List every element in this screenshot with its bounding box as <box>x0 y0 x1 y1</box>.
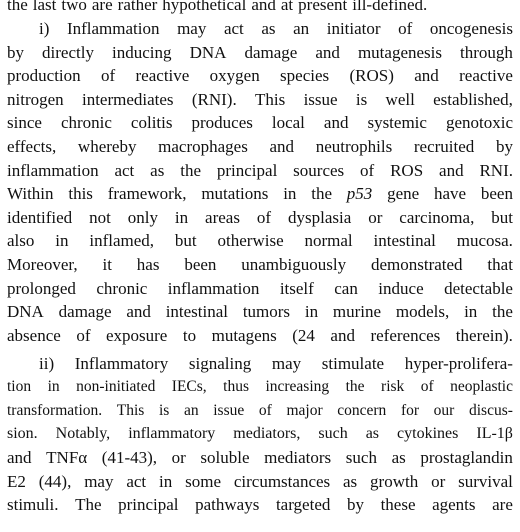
text-line: inflammation act as the principal sources of RO… <box>7 160 513 182</box>
text-line: Moreover, it has been unambiguously demonstra… <box>7 254 513 276</box>
text-line: stimuli. The principal pathways targeted by th… <box>7 494 513 516</box>
text-line: production of reactive oxygen species (ROS) an… <box>7 65 513 87</box>
text-line: sion. Notably, inflammatory mediators, such a… <box>7 423 513 445</box>
text-line: the last two are rather hypothetical and at pres… <box>7 0 513 16</box>
text-line: i) Inflammation may act as an initiator of oncog… <box>39 18 513 40</box>
text-line: effects, whereby macrophages and neutrophils… <box>7 136 513 158</box>
text-line: also in inflamed, but otherwise normal intesti… <box>7 230 513 252</box>
text-line: transformation. This is an issue of major conce… <box>7 400 513 422</box>
text-line: and TNFα (41-43), or soluble mediators such as p… <box>7 447 513 469</box>
text-line: nitrogen intermediates (RNI). This issue is we… <box>7 89 513 111</box>
text-line-with-gene-name: Within this framework, mutations in the p53 gen… <box>7 183 513 205</box>
text-line: identified not only in areas of dysplasia or car… <box>7 207 513 229</box>
text-line: tion in non-initiated IECs, thus increasing th… <box>7 376 513 398</box>
text-line: prolonged chronic inflammation itself can ind… <box>7 278 513 300</box>
text-line: since chronic colitis produces local and syste… <box>7 112 513 134</box>
text-line: absence of exposure to mutagens (24 and referen… <box>7 325 513 347</box>
text-line: ii) Inflammatory signaling may stimulate hype… <box>39 353 513 375</box>
text-line: by directly inducing DNA damage and mutagenesi… <box>7 42 513 64</box>
text-line: DNA damage and intestinal tumors in murine mode… <box>7 301 513 323</box>
text-line: E2 (44), may act in some circumstances as growth… <box>7 471 513 493</box>
